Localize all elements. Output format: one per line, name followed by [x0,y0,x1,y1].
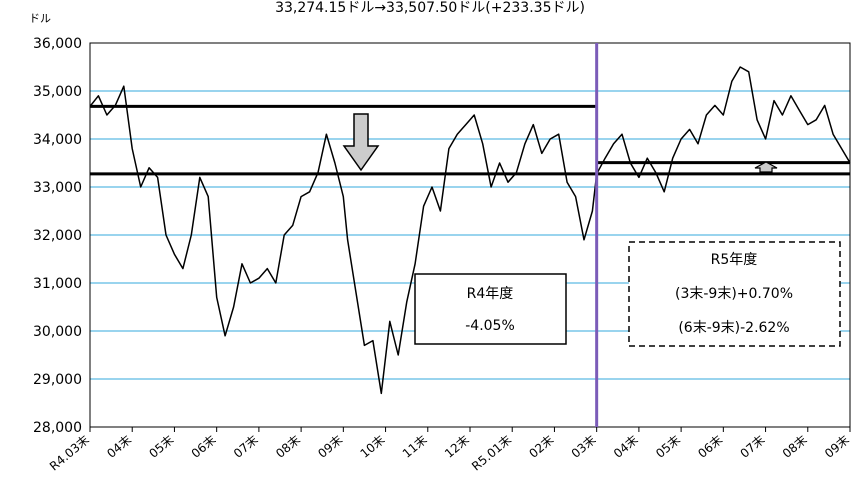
r5-annotation-line1: (3末-9末)+0.70% [675,286,793,302]
x-tick-label: 05末 [653,433,683,461]
y-tick-label: 31,000 [33,276,82,292]
x-tick-label: R4.03末 [47,433,92,474]
plot-area-border [89,42,851,428]
x-tick-label: 09末 [822,433,852,461]
r5-annotation-line2: (6末-9末)-2.62% [678,320,789,336]
y-tick-label: 36,000 [33,36,82,52]
x-tick-label: 04末 [611,433,641,461]
y-tick-labels: 28,000 29,000 30,000 31,000 32,000 33,000 34,0… [33,36,82,436]
x-tick-label: 06末 [695,433,725,461]
x-tick-label: 11末 [400,433,430,461]
r4-annotation-box [414,273,567,345]
y-tick-label: 33,000 [33,180,82,196]
y-tick-label: 34,000 [33,132,82,148]
x-tick-label: 02末 [526,433,556,461]
x-tick-label: 03末 [569,433,599,461]
y-tick-label: 28,000 [33,420,82,436]
x-tick-label: 12末 [442,433,472,461]
r4-annotation-value: -4.05% [465,318,515,334]
r5-annotation-title: R5年度 [711,252,758,268]
series-line [89,66,851,395]
x-tick-label: 09末 [315,433,345,461]
r5-annotation-box [628,241,841,347]
x-tick-label: 07末 [231,433,261,461]
y-tick-label: 29,000 [33,372,82,388]
y-tick-label: 30,000 [33,324,82,340]
down-arrow-icon [342,113,380,172]
x-tick-label: R5.01末 [469,433,514,474]
x-tick-label: 10末 [358,433,388,461]
y-tick-label: 35,000 [33,84,82,100]
x-tick-label: 06末 [189,433,219,461]
r4-annotation-title: R4年度 [467,286,514,302]
x-tick-label: 07末 [738,433,768,461]
r5-annotation: R5年度 (3末-9末)+0.70% (6末-9末)-2.62% [628,241,841,347]
x-tick-label: 04末 [104,433,134,461]
r4-annotation: R4年度 -4.05% [414,273,567,345]
reference-lines [90,104,850,176]
chart-title: 33,274.15ドル→33,507.50ドル(+233.35ドル) [275,0,585,16]
series-layer [89,66,851,395]
x-tick-label: 08末 [780,433,810,461]
x-tick-label: 08末 [273,433,303,461]
up-arrow-icon [754,161,778,173]
x-tick-label: 05末 [146,433,176,461]
y-axis-unit-label: ドル [29,12,51,25]
y-tick-label: 32,000 [33,228,82,244]
